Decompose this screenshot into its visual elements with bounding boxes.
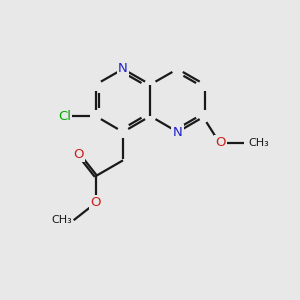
Text: O: O [215, 136, 226, 149]
Text: N: N [118, 62, 128, 76]
Text: CH₃: CH₃ [249, 138, 269, 148]
Text: O: O [91, 196, 101, 209]
Text: N: N [173, 125, 182, 139]
Text: Cl: Cl [58, 110, 71, 123]
Text: CH₃: CH₃ [51, 215, 72, 225]
Text: O: O [73, 148, 84, 160]
